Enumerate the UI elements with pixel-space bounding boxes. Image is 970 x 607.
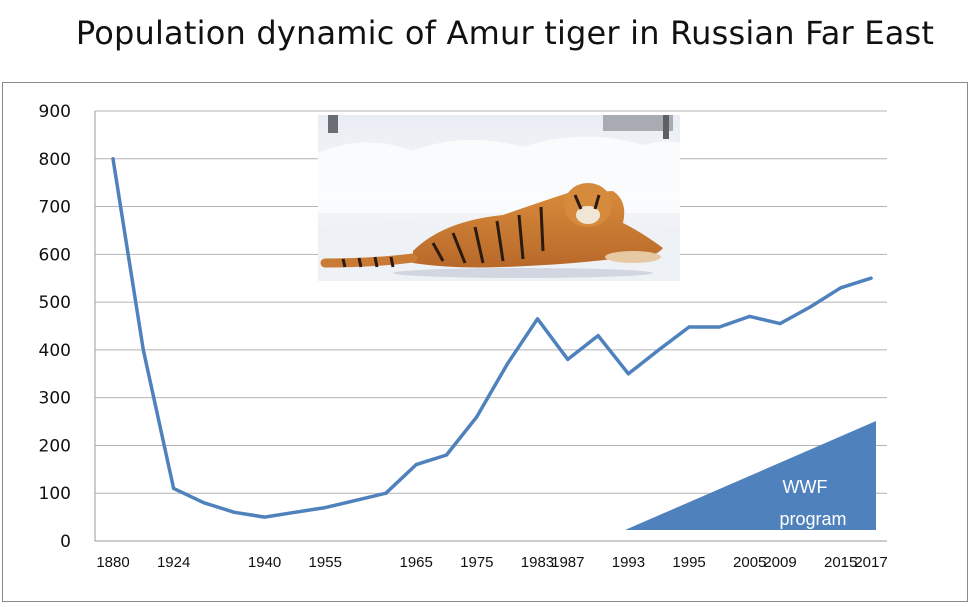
data-point (202, 501, 206, 505)
x-tick-label: 1924 (157, 554, 190, 571)
data-point (141, 348, 145, 352)
data-point (384, 491, 388, 495)
wwf-program-triangle (625, 421, 876, 530)
data-point (505, 362, 509, 366)
data-point (687, 325, 691, 329)
program-label: program (779, 509, 846, 529)
chart-frame: 0 100 200 300 400 500 600 700 800 900 (2, 82, 968, 602)
data-point (839, 286, 843, 290)
x-tick-label: 1993 (612, 554, 645, 571)
x-tick-label: 1965 (400, 554, 433, 571)
x-tick-label: 2005 (733, 554, 766, 571)
x-tick-label: 1955 (309, 554, 342, 571)
x-tick-label: 2017 (854, 554, 887, 571)
data-point (232, 510, 236, 514)
y-tick-label: 400 (39, 341, 71, 361)
y-tick-label: 200 (39, 436, 71, 456)
y-tick-label: 100 (39, 484, 71, 504)
data-point (263, 515, 267, 519)
x-tick-label: 2015 (824, 554, 857, 571)
data-point (808, 305, 812, 309)
x-tick-label: 1987 (551, 554, 584, 571)
y-tick-label: 500 (39, 293, 71, 313)
data-point (748, 314, 752, 318)
y-tick-label: 300 (39, 389, 71, 409)
data-point (414, 463, 418, 467)
wwf-program-annotation: WWF program (625, 421, 876, 530)
data-point (596, 334, 600, 338)
x-tick-label: 1880 (96, 554, 129, 571)
x-tick-label: 1940 (248, 554, 281, 571)
y-tick-label: 0 (60, 532, 71, 552)
data-point (869, 276, 873, 280)
y-axis-tick-labels: 0 100 200 300 400 500 600 700 800 900 (39, 102, 71, 552)
data-point (475, 415, 479, 419)
data-point (354, 498, 358, 502)
data-point (293, 510, 297, 514)
data-point (717, 325, 721, 329)
y-tick-label: 600 (39, 245, 71, 265)
wwf-label: WWF (783, 477, 828, 497)
data-points (111, 157, 873, 519)
data-point (111, 157, 115, 161)
data-point (323, 506, 327, 510)
x-tick-label: 2009 (763, 554, 796, 571)
data-point (566, 357, 570, 361)
data-point (778, 322, 782, 326)
y-tick-label: 900 (39, 102, 71, 122)
data-point (657, 348, 661, 352)
x-tick-label: 1995 (672, 554, 705, 571)
population-line (111, 157, 873, 519)
data-point (535, 317, 539, 321)
data-point (172, 486, 176, 490)
x-tick-label: 1983 (521, 554, 554, 571)
y-tick-label: 800 (39, 150, 71, 170)
slide-title: Population dynamic of Amur tiger in Russ… (75, 14, 935, 52)
y-tick-label: 700 (39, 198, 71, 218)
data-point (445, 453, 449, 457)
data-point (626, 372, 630, 376)
line-chart: 0 100 200 300 400 500 600 700 800 900 (39, 102, 888, 571)
tiger-photo-inset (318, 115, 680, 281)
x-tick-label: 1975 (460, 554, 493, 571)
